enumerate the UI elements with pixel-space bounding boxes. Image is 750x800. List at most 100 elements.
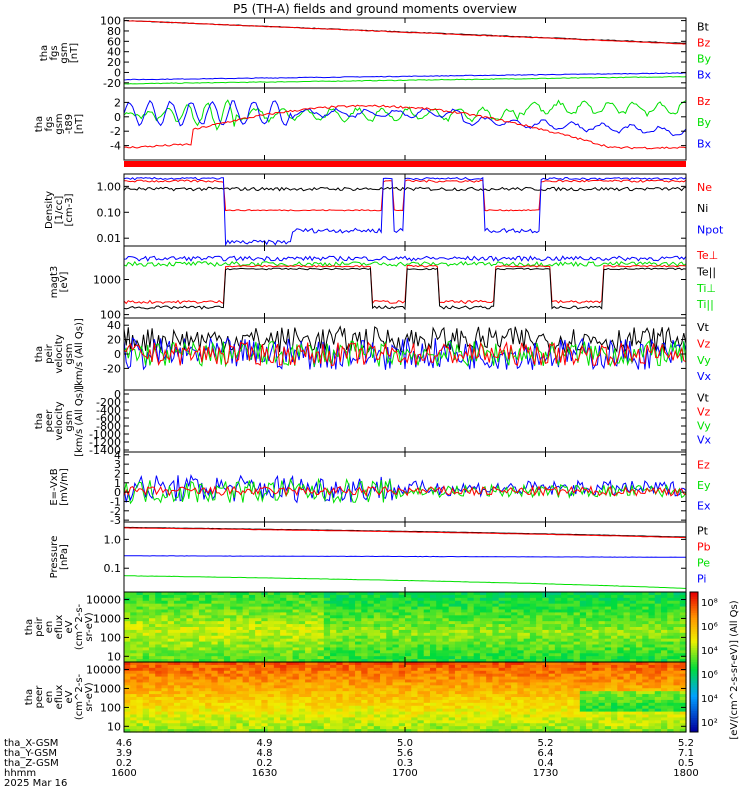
spectrogram-cell [124, 676, 131, 681]
spectrogram-cell [673, 702, 681, 707]
spectrogram-cell [667, 627, 675, 631]
spectrogram-cell [542, 624, 550, 628]
spectrogram-cell [223, 650, 231, 654]
spectrogram-cell [173, 629, 181, 634]
spectrogram-cell [205, 647, 213, 651]
spectrogram-cell [629, 714, 637, 719]
spectrogram-cell [186, 699, 194, 704]
spectrogram-cell [492, 705, 500, 710]
spectrogram-cell [361, 667, 369, 672]
spectrogram-cell [198, 726, 206, 730]
spectrogram-cell [411, 609, 419, 614]
spectrogram-cell [598, 627, 606, 631]
spectrogram-cell [542, 711, 550, 716]
spectrogram-cell [467, 635, 475, 640]
spectrogram-cell [536, 618, 543, 622]
spectrogram-cell [617, 699, 625, 704]
spectrogram-cell [411, 600, 419, 605]
spectrogram-cell [330, 627, 337, 631]
spectrogram-cell [511, 717, 518, 721]
spectrogram-cell [423, 691, 431, 695]
spectrogram-cell [586, 609, 593, 614]
spectrogram-cell [298, 632, 306, 637]
spectrogram-cell [542, 702, 550, 707]
spectrogram-cell [486, 726, 494, 730]
spectrogram-cell [267, 653, 275, 657]
spectrogram-cell [311, 673, 319, 678]
spectrogram-cell [211, 697, 219, 701]
spectrogram-cell [361, 676, 369, 681]
spectrogram-cell [392, 644, 400, 649]
spectrogram-cell [180, 726, 188, 730]
spectrogram-cell [323, 597, 331, 602]
spectrogram-cell [223, 624, 231, 628]
spectrogram-cell [479, 641, 487, 646]
spectrogram-cell [155, 694, 163, 698]
spectrogram-cell [148, 627, 156, 631]
spectrogram-cell [142, 592, 150, 596]
spectrogram-cell [186, 635, 194, 640]
spectrogram-cell [236, 641, 244, 646]
spectrogram-cell [148, 647, 156, 651]
spectrogram-cell [367, 714, 375, 719]
spectrogram-cell [211, 702, 219, 707]
spectrogram-cell [330, 609, 337, 614]
spectrogram-cell [442, 592, 450, 596]
spectrogram-cell [305, 609, 312, 614]
spectrogram-cell [267, 629, 275, 634]
spectrogram-cell [273, 723, 281, 727]
spectrogram-cell [492, 621, 500, 625]
spectrogram-cell [367, 699, 375, 704]
spectrogram-cell [429, 618, 437, 622]
spectrogram-cell [136, 627, 144, 631]
spectrogram-cell [536, 606, 543, 611]
spectrogram-cell [561, 705, 568, 710]
spectrogram-cell [467, 629, 475, 634]
spectrogram-cell [654, 600, 662, 605]
spectrogram-cell [473, 635, 481, 640]
spectrogram-cell [155, 594, 163, 599]
spectrogram-cell [467, 708, 475, 713]
spectrogram-cell [342, 720, 350, 724]
spectrogram-cell [355, 664, 362, 669]
spectrogram-cell [198, 694, 206, 698]
spectrogram-cell [155, 659, 163, 663]
spectrogram-cell [136, 702, 144, 707]
spectrogram-cell [361, 656, 369, 660]
spectrogram-cell [448, 673, 456, 678]
spectrogram-cell [223, 670, 231, 675]
spectrogram-cell [673, 609, 681, 614]
spectrogram-cell [336, 699, 344, 704]
spectrogram-cell [161, 624, 169, 628]
spectrogram-cell [629, 697, 637, 701]
spectrogram-cell [417, 711, 425, 716]
spectrogram-cell [155, 720, 163, 724]
spectrogram-cell [130, 635, 138, 640]
spectrogram-cell [292, 621, 300, 625]
spectrogram-cell [536, 647, 543, 651]
spectrogram-cell [473, 697, 481, 701]
line-Pe [124, 555, 686, 558]
spectrogram-cell [217, 682, 225, 686]
spectrogram-cell [554, 597, 562, 602]
spectrogram-cell [598, 682, 606, 686]
spectrogram-cell [211, 726, 219, 730]
spectrogram-cell [180, 603, 188, 608]
spectrogram-cell [305, 664, 312, 669]
spectrogram-cell [598, 729, 606, 733]
spectrogram-cell [305, 621, 312, 625]
spectrogram-cell [298, 597, 306, 602]
spectrogram-cell [417, 647, 425, 651]
spectrogram-cell [180, 682, 188, 686]
spectrogram-cell [523, 629, 531, 634]
spectrogram-cell [248, 635, 256, 640]
spectrogram-cell [436, 673, 444, 678]
spectrogram-cell [255, 726, 262, 730]
spectrogram-cell [136, 714, 144, 719]
spectrogram-cell [398, 676, 406, 681]
spectrogram-cell [198, 697, 206, 701]
y-axis-label: peir [44, 343, 55, 363]
spectrogram-cell [517, 682, 525, 686]
spectrogram-cell [342, 714, 350, 719]
spectrogram-cell [217, 729, 225, 733]
